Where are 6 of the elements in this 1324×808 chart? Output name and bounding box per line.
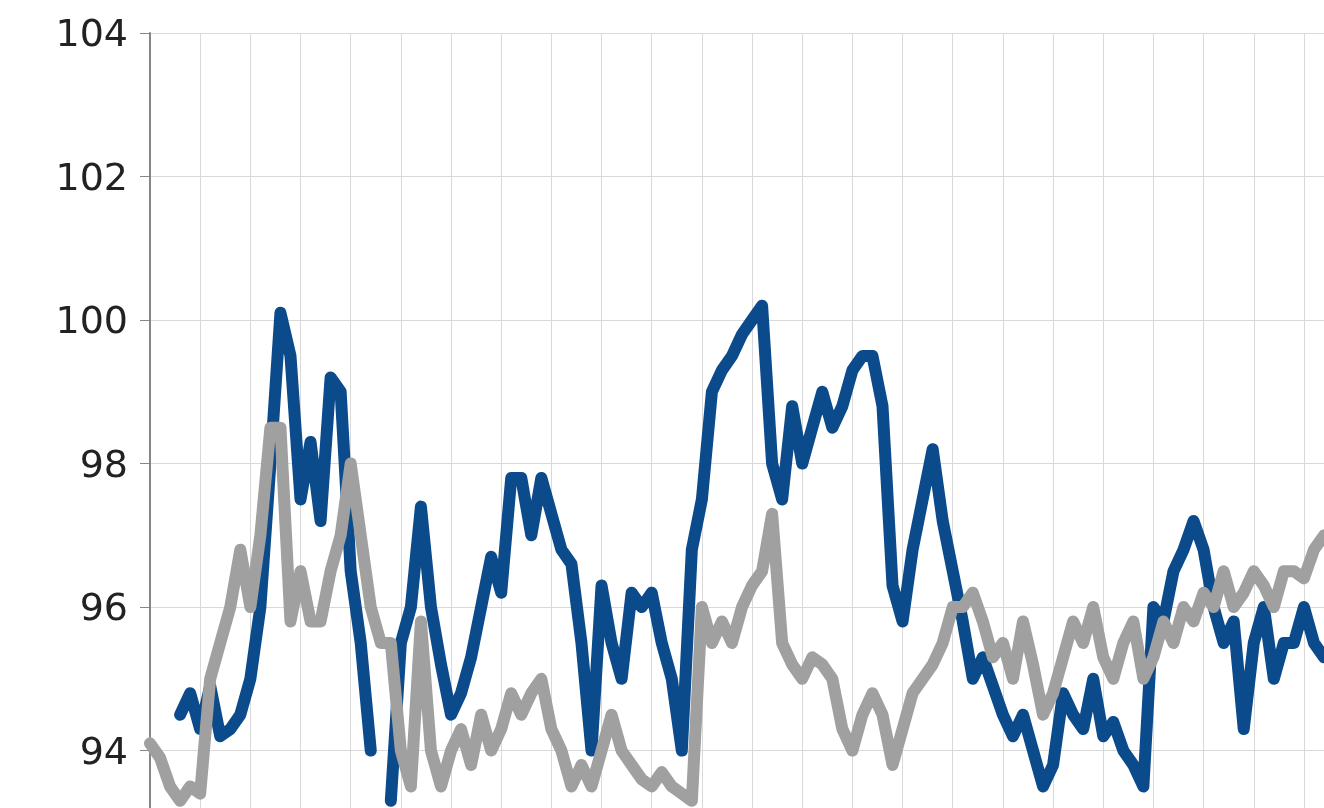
y-tick-label: 96	[79, 585, 128, 630]
y-tick-label: 104	[55, 11, 128, 55]
y-tick-label: 98	[79, 441, 128, 486]
y-tick-label: 102	[55, 154, 128, 199]
y-tick-label: 94	[79, 728, 128, 773]
y-tick-label: 100	[55, 298, 128, 343]
